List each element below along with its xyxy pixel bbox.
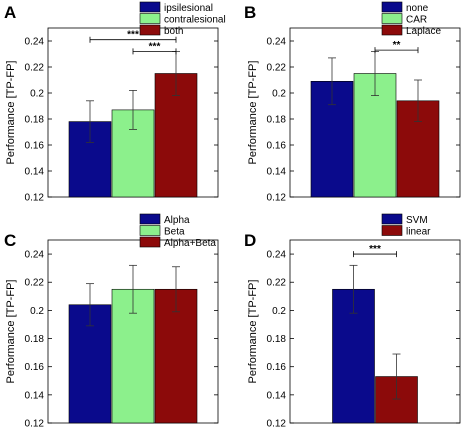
y-axis-label: Performance [TP-FP] bbox=[5, 61, 17, 165]
panel-b: B 0.12 0.14 0.16 0.18 0.2 0.22 0.24 Performance … bbox=[244, 1, 461, 204]
y-tick-label: 0.22 bbox=[25, 278, 45, 289]
plot-frame bbox=[289, 239, 461, 424]
legend-label-both: both bbox=[164, 26, 183, 37]
significance-label: *** bbox=[369, 244, 381, 255]
y-tick-label: 0.24 bbox=[25, 37, 45, 48]
legend-label-svm: SVM bbox=[406, 215, 428, 226]
legend-swatch-linear bbox=[381, 225, 403, 236]
significance-label: *** bbox=[127, 30, 139, 41]
y-tick-label: 0.24 bbox=[25, 250, 45, 261]
panel-d: D 0.12 0.14 0.16 0.18 0.2 0.22 0.24 Performance … bbox=[244, 213, 461, 429]
significance-label: ** bbox=[393, 40, 401, 51]
legend-label-alpha: Alpha bbox=[164, 215, 190, 226]
panel-letter-a: A bbox=[4, 3, 16, 22]
legend-swatch-laplace bbox=[381, 24, 403, 36]
y-tick-label: 0.2 bbox=[30, 306, 44, 317]
panel-letter-c: C bbox=[4, 231, 16, 250]
y-tick-label: 0.14 bbox=[267, 167, 287, 178]
legend-swatch-beta bbox=[139, 225, 161, 236]
y-tick-label: 0.16 bbox=[25, 141, 45, 152]
legend-label-car: CAR bbox=[406, 15, 427, 26]
y-tick-label: 0.2 bbox=[272, 306, 286, 317]
y-tick-label: 0.16 bbox=[25, 362, 45, 373]
y-tick-label: 0.16 bbox=[267, 362, 287, 373]
y-tick-label: 0.2 bbox=[272, 89, 286, 100]
panel-letter-d: D bbox=[244, 231, 256, 250]
legend-label-alpha-beta: Alpha+Beta bbox=[164, 238, 216, 249]
y-axis-label: Performance [TP-FP] bbox=[247, 280, 259, 384]
y-tick-label: 0.16 bbox=[267, 141, 287, 152]
legend-swatch-both bbox=[139, 24, 161, 36]
legend-swatch-none bbox=[381, 1, 403, 13]
legend-swatch-svm bbox=[381, 213, 403, 225]
panel-letter-b: B bbox=[244, 3, 256, 22]
y-tick-label: 0.14 bbox=[267, 390, 287, 401]
y-tick-label: 0.12 bbox=[267, 419, 287, 429]
y-tick-label: 0.22 bbox=[267, 63, 287, 74]
y-tick-label: 0.18 bbox=[25, 334, 45, 345]
y-tick-label: 0.22 bbox=[25, 63, 45, 74]
y-tick-label: 0.14 bbox=[25, 167, 45, 178]
legend-label-linear: linear bbox=[406, 227, 431, 238]
y-tick-label: 0.12 bbox=[267, 193, 287, 204]
legend-label-laplace: Laplace bbox=[406, 26, 441, 37]
y-tick-label: 0.18 bbox=[267, 334, 287, 345]
y-tick-label: 0.18 bbox=[267, 115, 287, 126]
legend-swatch-alpha-beta bbox=[139, 236, 161, 248]
y-tick-label: 0.18 bbox=[25, 115, 45, 126]
y-tick-label: 0.14 bbox=[25, 390, 45, 401]
y-axis-label: Performance [TP-FP] bbox=[247, 61, 259, 165]
legend-label-beta: Beta bbox=[164, 227, 185, 238]
y-tick-label: 0.22 bbox=[267, 278, 287, 289]
y-tick-label: 0.24 bbox=[267, 250, 287, 261]
legend-label-none: none bbox=[406, 3, 429, 14]
y-tick-label: 0.12 bbox=[25, 193, 45, 204]
legend-label-ipsilesional: ipsilesional bbox=[164, 3, 213, 14]
legend-label-contralesional: contralesional bbox=[164, 15, 226, 26]
y-tick-label: 0.12 bbox=[25, 419, 45, 429]
legend-swatch-ipsilesional bbox=[139, 1, 161, 13]
legend-swatch-car bbox=[381, 13, 403, 24]
panel-c: C 0.12 0.14 0.16 0.18 0.2 0.22 0.24 Performance … bbox=[4, 213, 219, 429]
y-tick-label: 0.24 bbox=[267, 37, 287, 48]
y-tick-label: 0.2 bbox=[30, 89, 44, 100]
panel-a: A 0.12 0.14 0.16 0.18 0.2 0.22 0.24 Performance … bbox=[4, 1, 226, 204]
y-axis-label: Performance [TP-FP] bbox=[5, 280, 17, 384]
legend-swatch-contralesional bbox=[139, 13, 161, 24]
legend-swatch-alpha bbox=[139, 213, 161, 225]
significance-label: *** bbox=[149, 41, 161, 52]
